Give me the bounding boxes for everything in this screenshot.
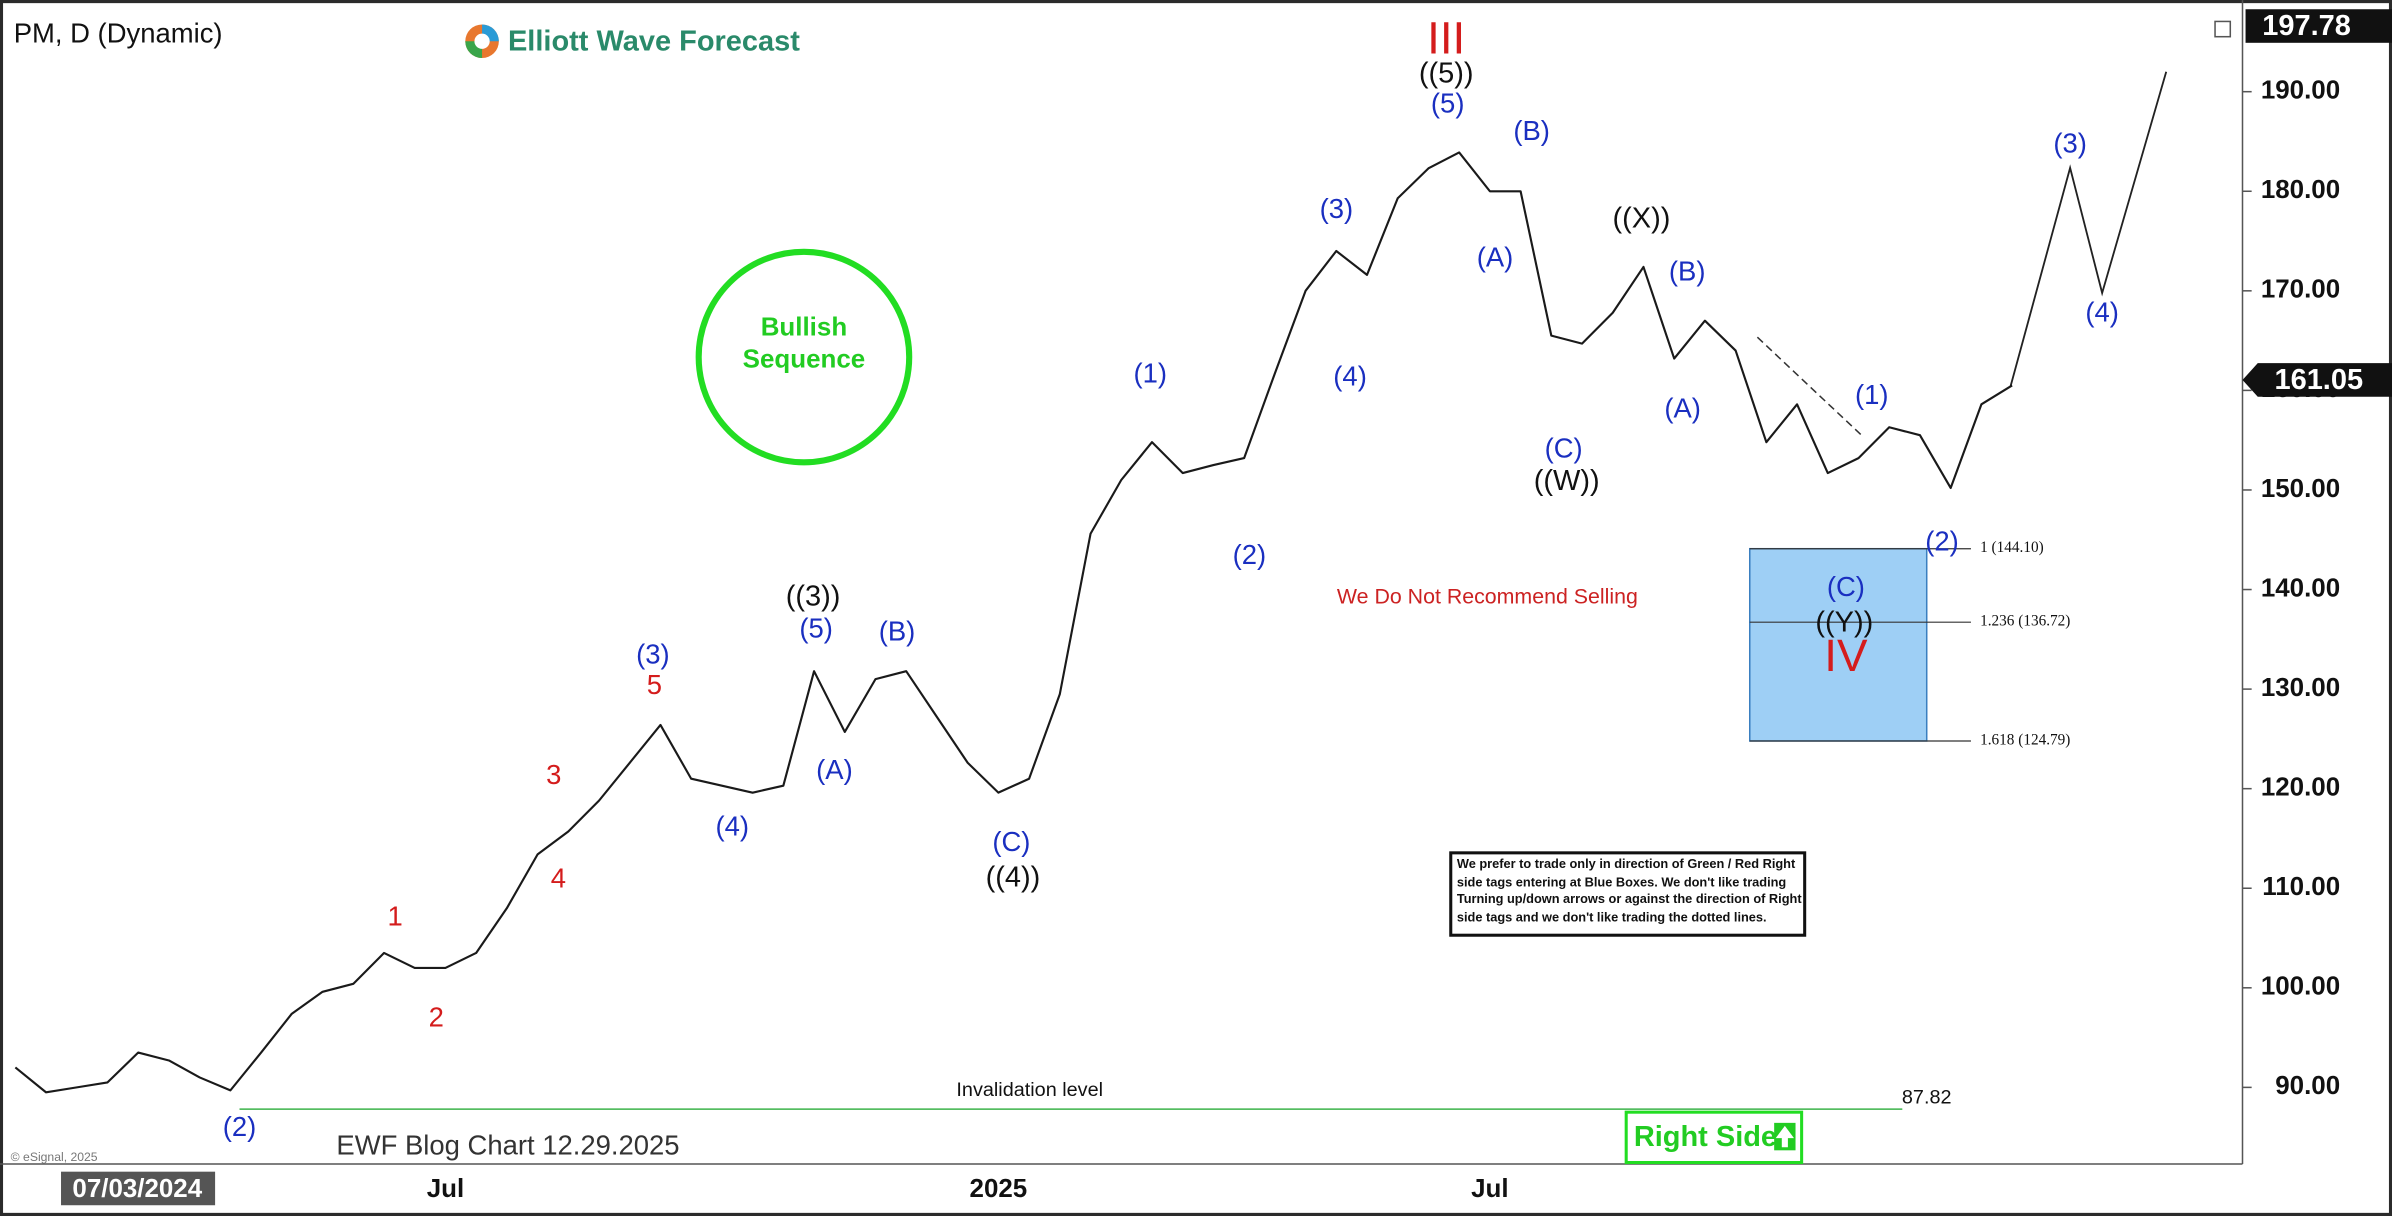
- wave-label: III: [1427, 12, 1465, 63]
- wave-label: (4): [2085, 297, 2119, 328]
- invalidation-text: Invalidation level: [956, 1079, 1103, 1101]
- disclaimer-fo: We prefer to trade only in direction of …: [1457, 856, 1802, 935]
- wave-label: (3): [1320, 193, 1354, 224]
- y-tick-label: 140.00: [2261, 574, 2340, 602]
- wave-label: IV: [1824, 630, 1868, 681]
- y-tick-label: 110.00: [2262, 873, 2340, 901]
- y-tick-label: 150.00: [2261, 475, 2340, 503]
- blog-chart: EWF Blog Chart 12.29.2025: [336, 1130, 679, 1161]
- bullish-box: Bullish Sequence: [712, 311, 895, 403]
- wave-label: (A): [816, 754, 853, 785]
- invalidation-value: 87.82: [1902, 1087, 1952, 1109]
- y-tick-label: 170.00: [2261, 276, 2340, 304]
- fib-label: 1.236 (136.72): [1980, 613, 2070, 630]
- wave-label: (5): [799, 612, 833, 643]
- wave-label: ((W)): [1534, 465, 1600, 497]
- fib-label: 1 (144.10): [1980, 539, 2044, 556]
- wave-label: (C): [992, 826, 1030, 857]
- wave-label: (1): [1855, 379, 1889, 410]
- wave-label: (C): [1545, 432, 1583, 463]
- wave-label: ((X)): [1612, 202, 1670, 234]
- wave-label: (2): [1925, 525, 1959, 556]
- wave-label: ((4)): [986, 861, 1041, 893]
- fib-label: 1.618 (124.79): [1980, 731, 2070, 748]
- wave-label: (C): [1827, 571, 1865, 602]
- wave-label: 5: [647, 669, 662, 700]
- wave-label: (2): [1233, 539, 1267, 570]
- wave-label: 4: [551, 863, 566, 894]
- warning: We Do Not Recommend Selling: [1337, 585, 1638, 609]
- cursor-date: 07/03/2024: [72, 1175, 202, 1203]
- wave-label: (3): [636, 638, 670, 669]
- symbol: PM, D (Dynamic): [14, 17, 223, 48]
- y-tick-label: 100.00: [2261, 973, 2340, 1001]
- wave-label: (2): [223, 1111, 257, 1142]
- x-tick-label: Jul: [427, 1175, 464, 1203]
- wave-label: (B): [1669, 255, 1706, 286]
- x-tick-label: Jul: [1471, 1175, 1508, 1203]
- y-tick-label: 120.00: [2261, 774, 2340, 802]
- wave-label: (A): [1477, 242, 1514, 273]
- wave-label: ((3)): [786, 581, 841, 613]
- logo-text: Elliott Wave Forecast: [508, 25, 800, 57]
- last-price: 161.05: [2274, 364, 2363, 396]
- bullish-sequence: Bullish Sequence: [712, 311, 895, 375]
- right-side: Right Side: [1634, 1121, 1777, 1153]
- wave-label: (4): [715, 811, 749, 842]
- wave-label: (A): [1664, 393, 1701, 424]
- y-tick-label: 90.00: [2275, 1072, 2340, 1100]
- y-tick-label: 190.00: [2261, 77, 2340, 105]
- wave-label: 3: [546, 759, 561, 790]
- copyright: © eSignal, 2025: [11, 1150, 98, 1164]
- disclaimer: We prefer to trade only in direction of …: [1457, 856, 1802, 926]
- wave-label: (4): [1333, 361, 1367, 392]
- wave-label: (B): [879, 615, 916, 646]
- high-price: 197.78: [2262, 10, 2351, 42]
- wave-label: 1: [387, 901, 402, 932]
- wave-label: (3): [2053, 127, 2087, 158]
- wave-label: (B): [1513, 115, 1550, 146]
- wave-label: (5): [1431, 88, 1465, 119]
- wave-label: (1): [1133, 358, 1167, 389]
- y-tick-label: 130.00: [2261, 674, 2340, 702]
- x-tick-label: 2025: [970, 1175, 1028, 1203]
- y-tick-label: 180.00: [2261, 176, 2340, 204]
- logo: Elliott Wave Forecast: [465, 24, 800, 58]
- wave-label: 2: [429, 1001, 444, 1032]
- logo-icon-center: [474, 34, 489, 49]
